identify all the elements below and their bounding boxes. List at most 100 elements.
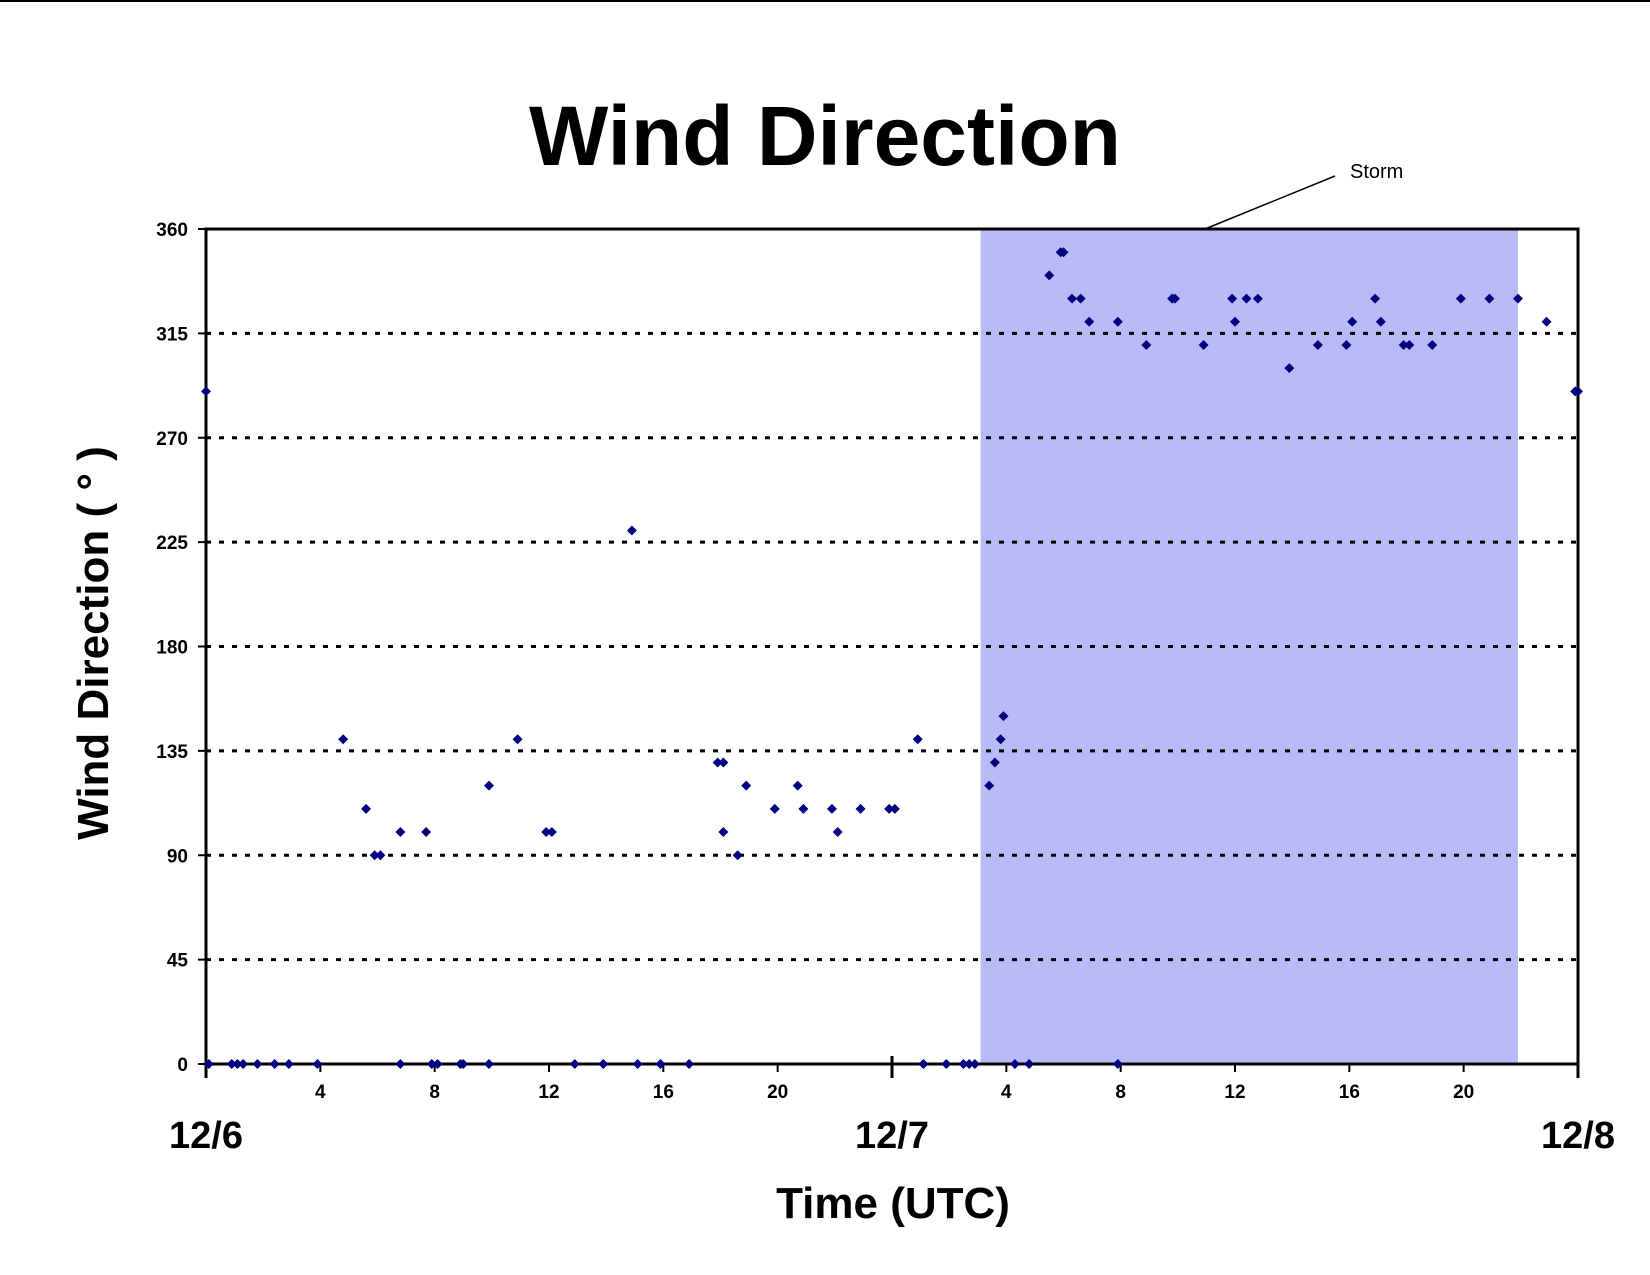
y-tick-label: 90 (167, 846, 188, 867)
storm-leader-line (1204, 175, 1336, 230)
chart-title: Wind Direction (529, 89, 1121, 183)
data-point (1398, 339, 1409, 350)
date-labels: 12/6 12/7 12/8 (169, 1056, 1615, 1157)
data-point (632, 1059, 643, 1069)
data-point (798, 803, 809, 814)
x-tick-label: 20 (1453, 1082, 1474, 1103)
data-point (269, 1059, 280, 1069)
data-point (541, 827, 552, 838)
data-point (238, 1059, 249, 1069)
storm-annotation: Storm (1204, 161, 1403, 230)
data-point (1044, 270, 1055, 281)
data-point (312, 1059, 323, 1069)
data-point (1284, 363, 1295, 374)
storm-label: Storm (1350, 161, 1403, 183)
data-point (1573, 386, 1583, 397)
date-label: 12/8 (1541, 1115, 1615, 1157)
data-point (432, 1059, 443, 1069)
data-point (884, 803, 895, 814)
data-point (855, 803, 866, 814)
data-point (512, 734, 523, 745)
x-tick-label: 4 (315, 1082, 326, 1103)
data-point (1484, 293, 1495, 304)
data-point (769, 803, 780, 814)
x-tick-label: 12 (538, 1082, 559, 1103)
data-point (912, 734, 923, 745)
data-point (1058, 247, 1069, 258)
x-tick-label: 4 (1001, 1082, 1012, 1103)
data-point (395, 827, 406, 838)
data-point (1084, 316, 1095, 327)
data-point (1227, 293, 1238, 304)
data-point (1427, 339, 1438, 350)
data-point (1024, 1059, 1035, 1069)
data-point (395, 1059, 406, 1069)
data-point (832, 827, 843, 838)
data-point (283, 1059, 294, 1069)
data-point (203, 1059, 214, 1069)
data-point (718, 827, 729, 838)
x-tick-label: 16 (1339, 1082, 1360, 1103)
data-point (1512, 293, 1523, 304)
data-point (1230, 316, 1240, 327)
data-point (741, 780, 752, 791)
data-point (1169, 293, 1180, 304)
data-point (1252, 293, 1263, 304)
x-axis-label: Time (UTC) (776, 1179, 1010, 1228)
data-point (598, 1059, 609, 1069)
data-point (655, 1059, 666, 1069)
data-point (684, 1059, 695, 1069)
data-point (569, 1059, 580, 1069)
y-tick-label: 135 (156, 742, 188, 763)
data-point (1075, 293, 1086, 304)
data-point (718, 757, 729, 768)
data-point (1404, 339, 1415, 350)
data-points (201, 247, 1583, 1069)
data-point (918, 1059, 929, 1069)
data-point (1370, 293, 1381, 304)
data-point (712, 757, 723, 768)
data-point (995, 734, 1006, 745)
data-point (483, 1059, 494, 1069)
data-point (1141, 339, 1152, 350)
date-label: 12/7 (855, 1115, 929, 1157)
top-border-line (0, 0, 1650, 2)
data-point (338, 734, 349, 745)
data-point (989, 757, 1000, 768)
data-point (375, 850, 386, 861)
y-tick-label: 360 (156, 220, 188, 241)
data-point (426, 1059, 437, 1069)
data-point (1241, 293, 1252, 304)
data-point (941, 1059, 952, 1069)
data-point (1009, 1059, 1020, 1069)
x-tick-label: 20 (767, 1082, 788, 1103)
data-point (984, 780, 995, 791)
data-point (201, 386, 211, 397)
x-tick-label: 16 (653, 1082, 674, 1103)
data-point (792, 780, 803, 791)
x-tick-label: 8 (429, 1082, 440, 1103)
date-label: 12/6 (169, 1115, 243, 1157)
data-point (1455, 293, 1466, 304)
x-tick-label: 8 (1115, 1082, 1126, 1103)
x-tick-label: 12 (1224, 1082, 1245, 1103)
data-point (1067, 293, 1078, 304)
y-axis-label: Wind Direction ( ° ) (69, 446, 118, 840)
data-point (826, 803, 837, 814)
data-point (1347, 316, 1358, 327)
data-point (626, 525, 637, 536)
data-point (369, 850, 380, 861)
data-point (1541, 316, 1552, 327)
data-point (226, 1059, 237, 1069)
data-point (232, 1059, 243, 1069)
data-point (998, 711, 1009, 722)
y-axis-ticks: 0 45 90 135 180 225 270 315 360 (156, 220, 206, 1076)
data-point (889, 803, 900, 814)
data-point (458, 1059, 469, 1069)
data-point (252, 1059, 263, 1069)
data-point (1112, 316, 1123, 327)
data-point (958, 1059, 969, 1069)
data-point (1341, 339, 1352, 350)
y-tick-label: 0 (177, 1055, 188, 1076)
